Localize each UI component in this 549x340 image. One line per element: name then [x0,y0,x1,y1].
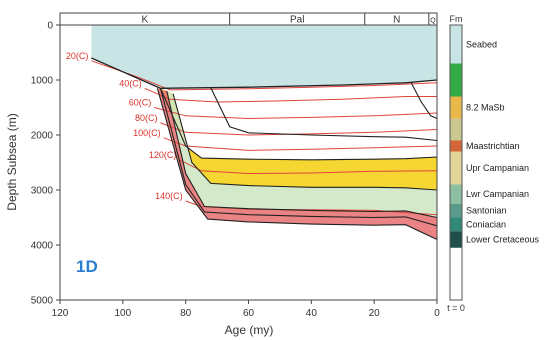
burial-curve [210,87,438,142]
formation-footer: t = 0 [447,303,465,313]
formation-label: Lwr Campanian [466,189,529,199]
formation-block [450,96,462,119]
isotherm-line [91,60,438,91]
formation-block [450,63,462,97]
formation-column: Fm Seabed 8.2 MaSb Maastrichtian Upr Campani… [447,14,539,313]
isotherm-line [160,122,438,136]
burial-curve [159,88,438,227]
x-tick-label: 120 [52,308,69,319]
isotherm-label: 100(C) [133,128,161,138]
period-bar: K Pal N Q [60,13,437,26]
x-tick-label: 80 [180,308,192,319]
formation-block [450,217,462,232]
formation-label: Coniacian [466,219,506,229]
formation-block [450,140,462,152]
burial-curve [410,82,438,120]
formation-block [450,184,462,204]
formation-column-border [449,24,463,301]
formation-label: Santonian [466,206,507,216]
isotherm-label: 140(C) [155,191,183,201]
lower-campanian-band [166,91,438,218]
y-tick-label: 5000 [31,296,54,307]
isotherm-line [154,107,438,120]
formation-block [450,151,462,185]
formation-block [450,25,462,64]
formation-block [450,203,462,218]
isotherm-label: 20(C) [66,51,89,61]
upper-campanian-band [160,88,437,190]
seabed-line [91,57,438,89]
isotherm-label: 60(C) [129,98,152,108]
isotherm-label: 80(C) [135,113,158,123]
formation-block [450,118,462,141]
y-axis-title: Depth Subsea (m) [5,113,19,210]
formation-header: Fm [450,14,463,24]
seawater-fill [91,25,438,89]
formation-label: 8.2 MaSb [466,103,505,113]
period-label: Q [430,18,436,25]
x-tick-label: 60 [243,308,255,319]
y-tick-label: 2000 [31,131,54,142]
x-tick-label: 100 [114,308,131,319]
x-tick-label: 40 [306,308,318,319]
santonian-coniacian-band [157,88,437,240]
x-tick-label: 20 [369,308,381,319]
x-tick-label: 0 [434,308,440,319]
formation-block [450,231,462,248]
y-tick-label: 3000 [31,186,54,197]
y-tick-label: 0 [47,21,53,32]
period-label: N [393,15,400,26]
isotherm-label: 120(C) [149,150,177,160]
isotherm-label: 40(C) [119,78,142,88]
x-axis-title: Age (my) [225,323,274,337]
burial-curve [156,88,438,240]
panel-label: 1D [76,257,98,276]
formation-label: Upr Campanian [466,163,529,173]
burial-curve [172,93,438,191]
y-tick-label: 1000 [31,76,54,87]
burial-curve [166,90,438,219]
formation-label: Lower Cretaceous [466,235,540,245]
isotherm-line [163,137,438,151]
isotherm-line [144,87,437,103]
period-label: Pal [290,15,304,26]
period-label: K [141,15,148,26]
plot-area: 20(C) 40(C) 60(C) 80(C) 100(C) 120(C) 140(C) [66,25,438,240]
formation-label: Seabed [466,39,497,49]
formation-label: Maastrichtian [466,141,520,151]
y-tick-label: 4000 [31,241,54,252]
